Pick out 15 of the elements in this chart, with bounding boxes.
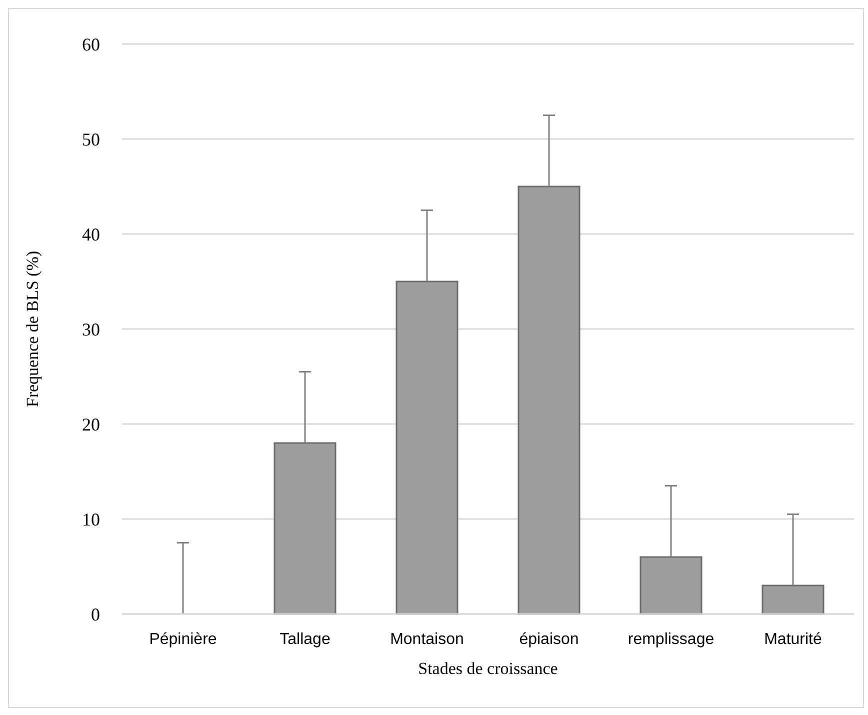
x-tick-label: remplissage: [628, 631, 714, 648]
y-tick-label: 50: [82, 129, 100, 150]
x-tick-label: Pépinière: [149, 631, 217, 648]
y-tick-label: 10: [82, 509, 100, 530]
y-axis-title: Frequence de BLS (%): [23, 250, 42, 408]
y-tick-label: 40: [82, 224, 100, 244]
x-tick-label: Montaison: [390, 631, 464, 648]
y-tick-label: 30: [82, 319, 100, 340]
x-axis-title: Stades de croissance: [418, 659, 558, 678]
x-tick-label: Maturité: [764, 631, 822, 648]
y-tick-label: 0: [91, 604, 100, 624]
x-tick-label: Tallage: [280, 631, 330, 648]
y-tick-label: 20: [82, 414, 100, 434]
y-tick-label: 60: [82, 34, 100, 54]
x-tick-label: épiaison: [519, 631, 579, 648]
